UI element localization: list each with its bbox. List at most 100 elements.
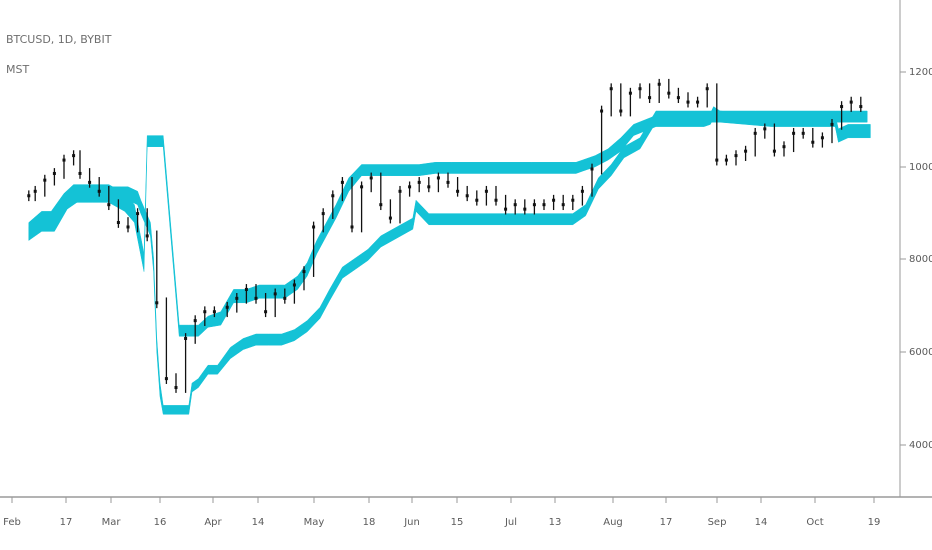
price-close-mark	[571, 198, 575, 202]
price-close-mark	[523, 207, 527, 211]
x-axis: Feb 17 Mar 16 Apr 14 May 18 Jun 15 Jul 13 Aug 17 Sep 14…	[3, 497, 880, 528]
price-close-mark	[408, 185, 412, 189]
price-close-mark	[398, 189, 402, 193]
price-close-mark	[126, 225, 130, 229]
y-tick-label: 6000.0	[909, 347, 932, 358]
price-close-mark	[155, 301, 159, 305]
price-close-mark	[62, 158, 66, 162]
price-close-mark	[715, 158, 719, 162]
price-close-mark	[27, 194, 31, 198]
price-close-mark	[321, 212, 325, 216]
x-tick-label: Apr	[204, 517, 222, 528]
x-tick-label: 19	[868, 517, 881, 528]
price-close-mark	[532, 203, 536, 207]
price-close-mark	[772, 149, 776, 153]
price-close-mark	[312, 225, 316, 229]
price-candles	[27, 78, 863, 393]
price-close-mark	[638, 87, 642, 91]
price-close-mark	[283, 296, 287, 300]
price-close-mark	[600, 109, 604, 113]
x-tick-label: Jul	[504, 517, 517, 528]
price-close-mark	[763, 127, 767, 131]
price-close-mark	[830, 122, 834, 126]
price-close-mark	[235, 296, 239, 300]
price-close-mark	[792, 131, 796, 135]
price-close-mark	[78, 171, 82, 175]
x-tick-label: 15	[451, 517, 464, 528]
price-close-mark	[33, 189, 37, 193]
price-close-mark	[43, 178, 47, 182]
price-close-mark	[174, 386, 178, 390]
x-tick-label: 14	[755, 517, 768, 528]
y-tick-label: 4000.0	[909, 440, 932, 451]
price-close-mark	[811, 140, 815, 144]
price-close-mark	[504, 207, 508, 211]
price-close-mark	[801, 131, 805, 135]
x-tick-label: 17	[60, 517, 73, 528]
price-close-mark	[212, 310, 216, 314]
price-close-mark	[849, 100, 853, 104]
price-close-mark	[484, 189, 488, 193]
price-close-mark	[164, 377, 168, 381]
x-tick-label: 14	[252, 517, 265, 528]
price-close-mark	[116, 221, 120, 225]
price-close-mark	[456, 189, 460, 193]
price-close-mark	[379, 203, 383, 207]
price-close-mark	[676, 96, 680, 100]
price-close-mark	[744, 149, 748, 153]
price-close-mark	[859, 105, 863, 109]
price-close-mark	[388, 216, 392, 220]
price-close-mark	[580, 189, 584, 193]
price-close-mark	[648, 96, 652, 100]
price-close-mark	[369, 176, 373, 180]
y-axis: 12000.0 10000.0 8000.0 6000.0 4000.0	[900, 67, 932, 451]
price-close-mark	[465, 194, 469, 198]
price-close-mark	[292, 283, 296, 287]
price-close-mark	[107, 203, 111, 207]
indicator-legend: MST	[6, 63, 30, 76]
price-close-mark	[513, 203, 517, 207]
mst-lower-band	[28, 110, 868, 415]
price-close-mark	[609, 87, 613, 91]
price-close-mark	[705, 87, 709, 91]
price-close-mark	[244, 287, 248, 291]
price-close-mark	[475, 198, 479, 202]
price-close-mark	[734, 154, 738, 158]
price-close-mark	[254, 296, 258, 300]
price-close-mark	[52, 171, 56, 175]
x-tick-label: 17	[660, 517, 673, 528]
price-close-mark	[88, 180, 92, 184]
price-close-mark	[436, 176, 440, 180]
price-close-mark	[145, 234, 149, 238]
price-close-mark	[350, 225, 354, 229]
price-close-mark	[340, 180, 344, 184]
price-close-mark	[136, 212, 140, 216]
x-tick-label: 18	[363, 517, 376, 528]
x-tick-label: Oct	[806, 517, 823, 528]
price-close-mark	[820, 136, 824, 140]
price-close-mark	[302, 270, 306, 274]
price-close-mark	[427, 185, 431, 189]
price-close-mark	[203, 310, 207, 314]
symbol-legend: BTCUSD, 1D, BYBIT	[6, 33, 112, 46]
x-tick-label: May	[304, 517, 325, 528]
x-tick-label: 16	[154, 517, 167, 528]
price-close-mark	[657, 82, 661, 86]
x-tick-label: 13	[549, 517, 562, 528]
price-close-mark	[782, 145, 786, 149]
y-tick-label: 12000.0	[909, 67, 932, 78]
price-close-mark	[225, 305, 229, 309]
price-close-mark	[696, 100, 700, 104]
price-close-mark	[417, 180, 421, 184]
y-tick-label: 10000.0	[909, 162, 932, 173]
price-close-mark	[184, 336, 188, 340]
price-close-mark	[72, 154, 76, 158]
y-tick-label: 8000.0	[909, 254, 932, 265]
price-close-mark	[273, 292, 277, 296]
price-close-mark	[97, 189, 101, 193]
x-tick-label: Feb	[3, 517, 21, 528]
price-close-mark	[753, 131, 757, 135]
price-close-mark	[628, 91, 632, 95]
price-close-mark	[667, 91, 671, 95]
